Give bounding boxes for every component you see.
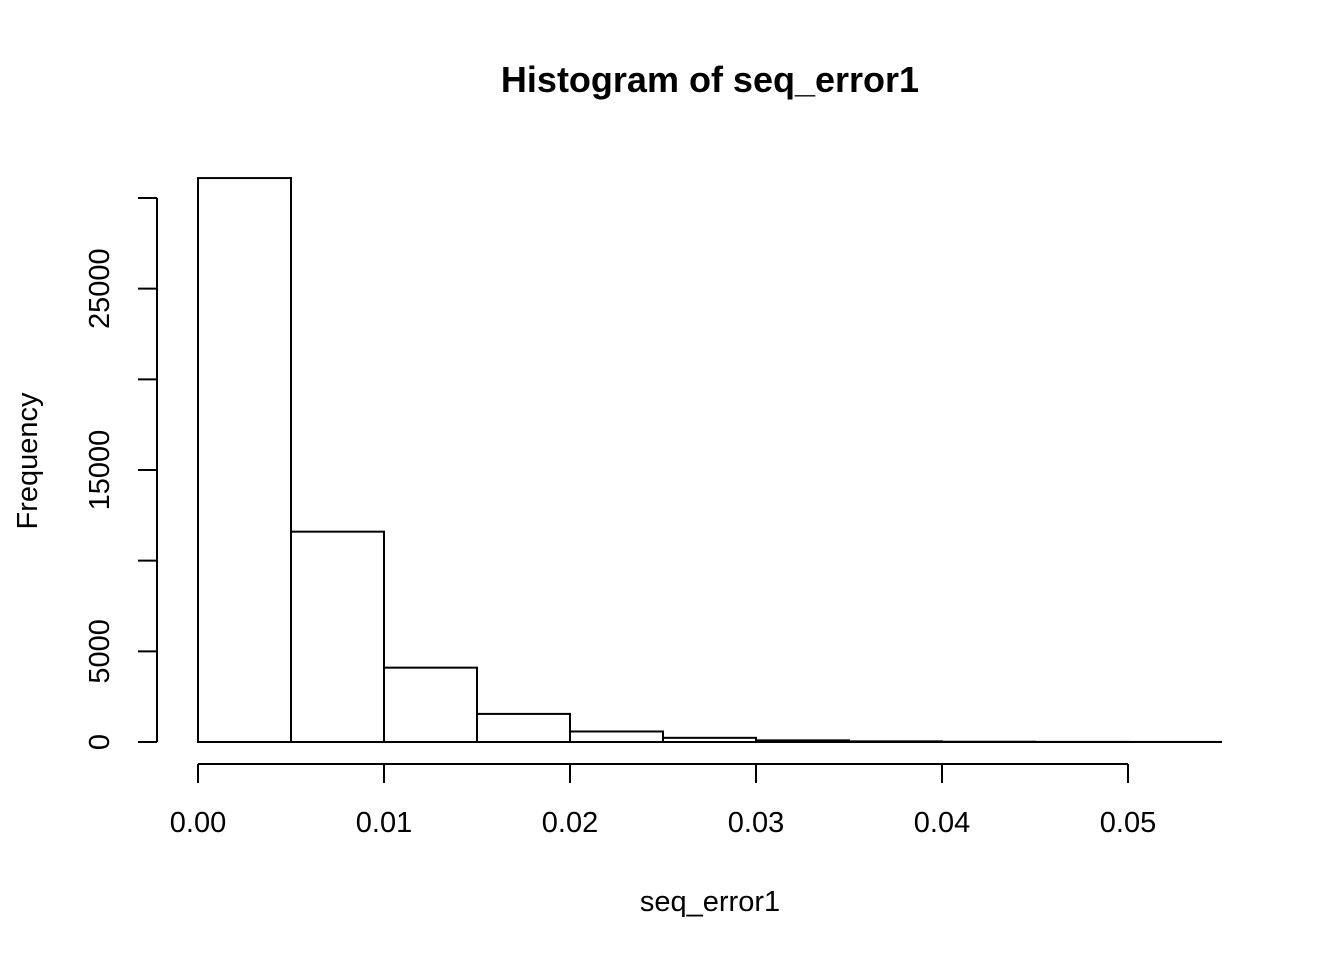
y-tick-label: 0	[84, 734, 116, 750]
x-tick-label: 0.03	[728, 807, 784, 839]
x-tick-label: 0.04	[914, 807, 970, 839]
histogram-bar	[569, 730, 664, 743]
histogram-bar	[383, 666, 478, 744]
x-tick-label: 0.01	[356, 807, 412, 839]
x-tick-label: 0.05	[1100, 807, 1156, 839]
y-axis-label: Frequency	[12, 392, 44, 530]
histogram-bar	[197, 177, 292, 743]
x-axis-label: seq_error1	[640, 886, 780, 918]
y-tick-label: 5000	[84, 619, 116, 684]
y-tick-label: 25000	[84, 248, 116, 329]
chart-title: Histogram of seq_error1	[501, 59, 919, 100]
y-axis: 0 5000 15000 25000	[84, 197, 158, 750]
x-axis: 0.00 0.01 0.02 0.03 0.04 0.05	[170, 763, 1156, 839]
bars-group	[197, 177, 1222, 744]
x-tick-label: 0.02	[542, 807, 598, 839]
histogram-bar	[290, 530, 385, 744]
histogram-bar	[476, 712, 571, 744]
x-tick-label: 0.00	[170, 807, 226, 839]
y-tick-label: 15000	[84, 430, 116, 511]
